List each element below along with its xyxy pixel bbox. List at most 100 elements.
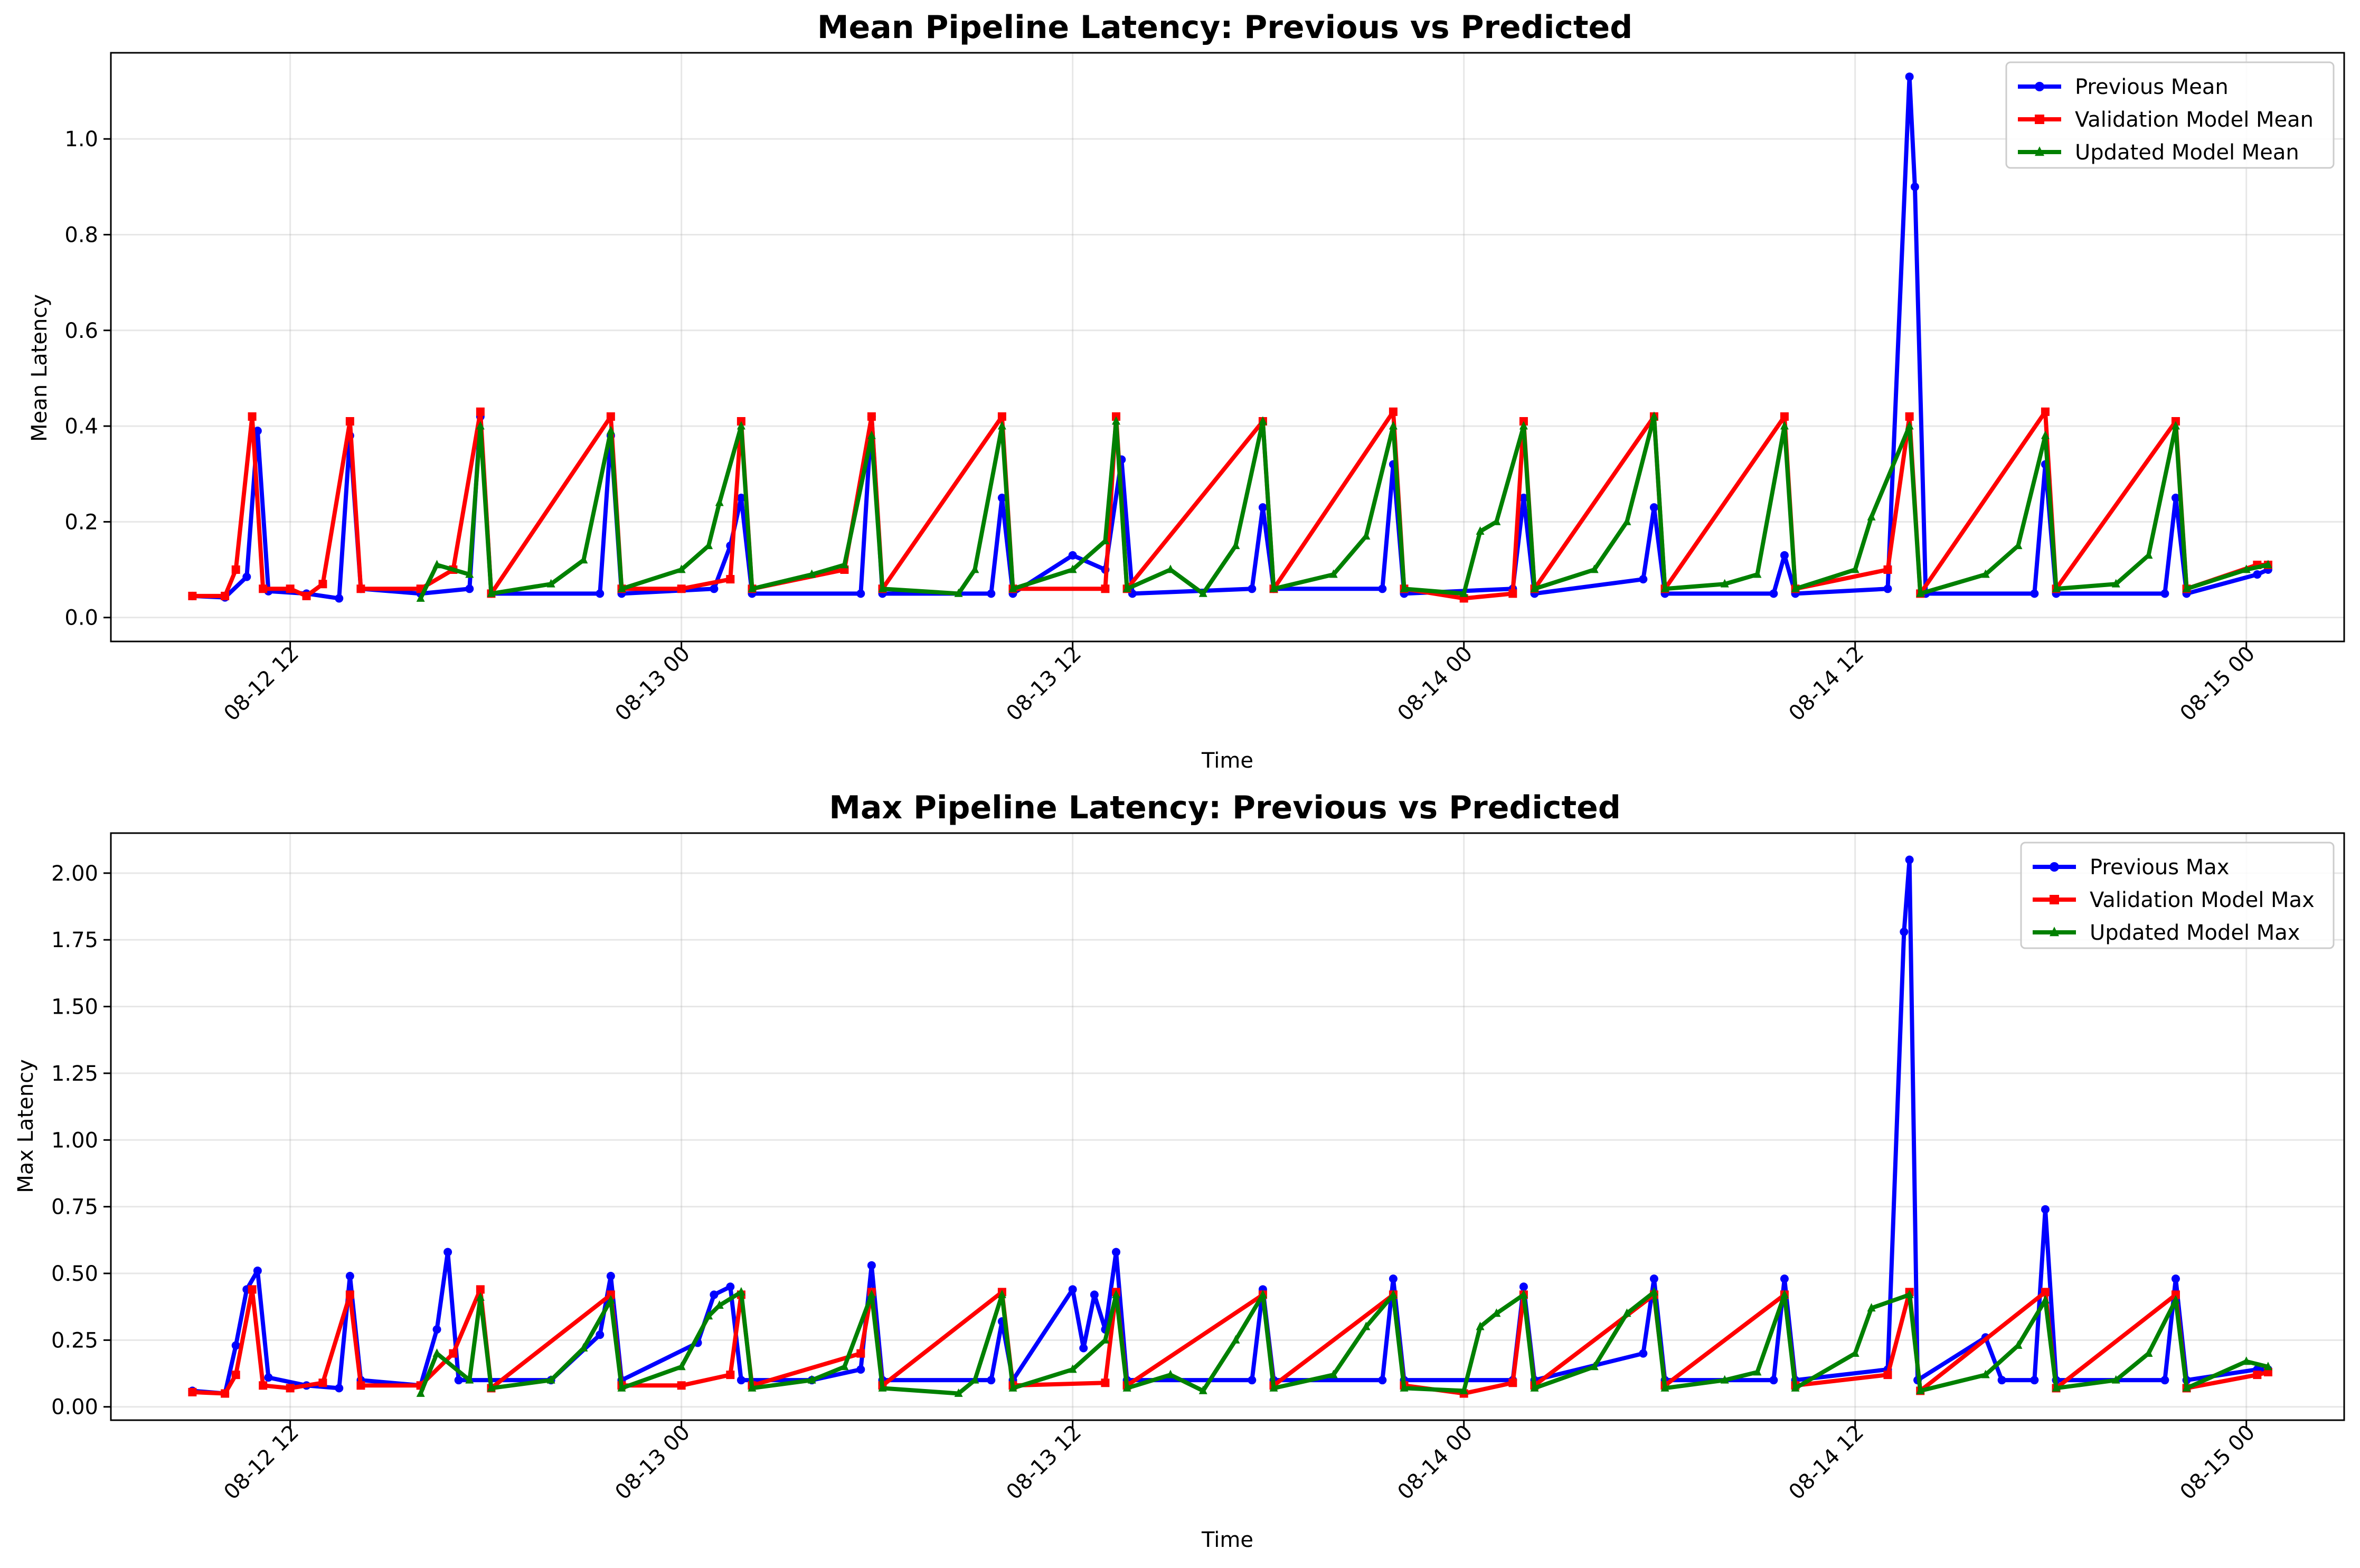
- data-point: [2052, 1383, 2061, 1392]
- legend-marker: [2035, 82, 2044, 91]
- data-point: [1867, 512, 1876, 521]
- data-point: [1905, 421, 1914, 430]
- data-point: [1519, 1289, 1528, 1298]
- data-point: [1400, 583, 1409, 592]
- data-point: [1649, 503, 1658, 512]
- data-point: [2242, 564, 2251, 573]
- data-point: [476, 1292, 485, 1301]
- y-tick-label: 0.25: [51, 1328, 98, 1353]
- data-point: [432, 1348, 441, 1357]
- data-point: [2041, 1295, 2050, 1303]
- data-point: [997, 1289, 1006, 1298]
- data-point: [1198, 588, 1207, 597]
- grid: [111, 53, 2344, 641]
- plot-lines: [188, 855, 2272, 1398]
- data-point: [2111, 579, 2120, 588]
- series-line: [419, 414, 2269, 600]
- legend-label: Previous Mean: [2075, 75, 2229, 99]
- data-point: [1720, 579, 1729, 588]
- data-point: [487, 1383, 496, 1392]
- y-tick-label: 0.4: [64, 414, 98, 439]
- legend: Previous Mean Validation Model Mean Update…: [2005, 61, 2335, 169]
- data-point: [677, 1381, 686, 1390]
- data-point: [840, 1362, 849, 1371]
- data-point: [1068, 564, 1077, 573]
- data-point: [710, 1290, 719, 1299]
- data-point: [1068, 551, 1077, 560]
- data-point: [704, 541, 713, 550]
- data-point: [878, 583, 887, 592]
- data-point: [987, 1376, 996, 1385]
- y-tick-label: 0.0: [64, 606, 98, 630]
- data-point: [449, 1349, 458, 1358]
- data-point: [1101, 584, 1110, 593]
- data-point: [1649, 411, 1658, 420]
- data-point: [1459, 588, 1468, 597]
- data-point: [737, 1287, 745, 1296]
- data-point: [954, 588, 963, 597]
- data-point: [253, 1266, 262, 1275]
- data-point: [476, 421, 485, 430]
- data-point: [2171, 1290, 2180, 1299]
- data-point: [1639, 1349, 1648, 1358]
- data-point: [231, 1341, 240, 1350]
- data-point: [1008, 1383, 1017, 1392]
- data-point: [2263, 1362, 2272, 1371]
- data-point: [2041, 1205, 2050, 1214]
- legend-item: Previous Max: [2033, 855, 2229, 880]
- data-point: [1905, 1289, 1914, 1298]
- legend-label: Previous Max: [2090, 855, 2229, 880]
- data-point: [1997, 1376, 2006, 1385]
- data-point: [476, 1285, 485, 1294]
- data-point: [1910, 182, 1919, 191]
- data-point: [2014, 1340, 2023, 1349]
- data-point: [2041, 407, 2050, 416]
- data-point: [1622, 1308, 1631, 1317]
- data-point: [1258, 416, 1267, 425]
- y-ticks: 0.0 0.2 0.4 0.6 0.8 1.0: [64, 127, 111, 630]
- legend-item: Previous Mean: [2018, 75, 2229, 99]
- data-point: [345, 417, 354, 426]
- data-point: [1780, 1274, 1789, 1283]
- data-point: [242, 572, 251, 581]
- y-tick-label: 0.8: [64, 223, 98, 247]
- data-point: [432, 560, 441, 569]
- data-point: [715, 497, 724, 506]
- data-point: [1122, 583, 1131, 592]
- data-point: [1519, 421, 1528, 430]
- legend-label: Validation Model Mean: [2075, 108, 2314, 132]
- data-point: [231, 1371, 240, 1380]
- data-point: [487, 588, 496, 597]
- legend-label: Updated Model Mean: [2075, 140, 2299, 165]
- data-point: [579, 1343, 588, 1352]
- data-point: [1851, 564, 1859, 573]
- data-point: [1660, 1383, 1669, 1392]
- data-point: [1362, 531, 1371, 540]
- data-point: [715, 1300, 724, 1309]
- y-tick-label: 0.6: [64, 319, 98, 343]
- data-point: [737, 1376, 745, 1385]
- data-point: [1867, 1303, 1876, 1312]
- data-point: [954, 1388, 963, 1397]
- data-point: [335, 1384, 344, 1393]
- data-point: [1900, 928, 1909, 937]
- legend-marker: [2050, 927, 2059, 937]
- y-tick-label: 2.00: [51, 862, 98, 886]
- data-point: [2182, 583, 2191, 592]
- data-point: [997, 421, 1006, 430]
- y-axis-label: Max Latency: [14, 1059, 38, 1193]
- data-point: [606, 1290, 615, 1299]
- data-point: [318, 1378, 327, 1387]
- data-point: [318, 580, 327, 589]
- data-point: [606, 412, 615, 421]
- data-point: [1101, 1378, 1110, 1387]
- y-axis-label: Mean Latency: [27, 294, 52, 442]
- data-point: [606, 426, 615, 434]
- data-point: [2030, 589, 2039, 598]
- data-point: [726, 1371, 735, 1380]
- data-point: [1231, 1335, 1240, 1344]
- data-point: [997, 494, 1006, 503]
- legend-label: Validation Model Max: [2090, 888, 2315, 912]
- data-point: [2030, 1376, 2039, 1385]
